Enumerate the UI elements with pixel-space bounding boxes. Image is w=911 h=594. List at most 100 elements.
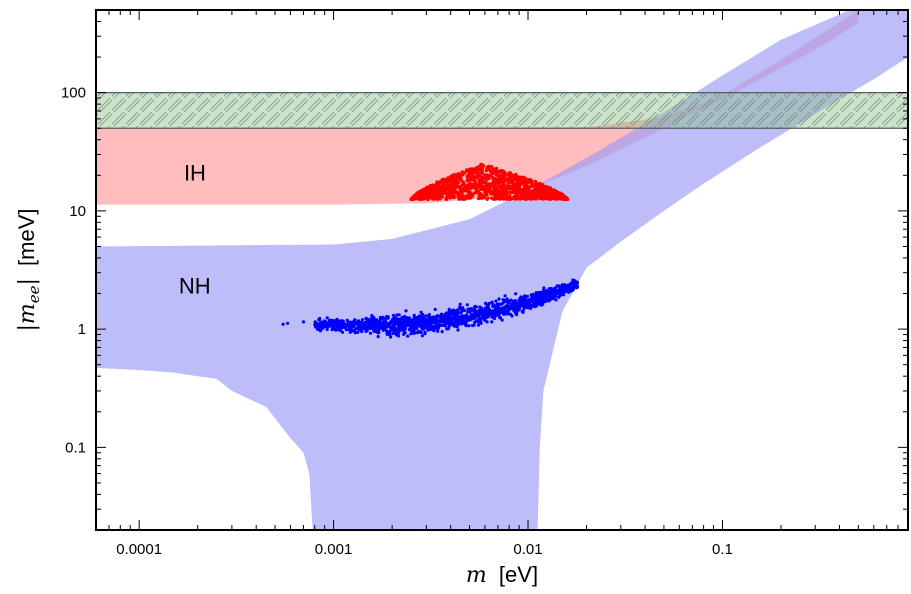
data-point [489,173,493,177]
data-point [520,179,524,183]
data-point [422,324,426,328]
data-point [361,323,365,328]
data-point [449,174,453,178]
data-point [424,318,428,323]
data-point [552,287,556,291]
y-axis-subscript: ee [25,285,43,303]
data-point [535,183,539,187]
data-point [519,295,523,299]
data-point [442,189,446,193]
data-point [496,195,500,199]
frame-layer [95,9,909,531]
data-point [485,193,489,197]
data-point [369,322,373,326]
data-point [368,331,373,335]
data-point [356,330,360,334]
data-point [325,316,329,320]
data-point [434,315,439,319]
data-point [286,321,290,325]
data-point [484,177,489,182]
data-point [405,318,409,322]
data-point [501,298,505,302]
data-point [337,326,341,330]
data-point [415,323,419,327]
data-point [493,193,497,197]
data-point [437,196,441,200]
data-point [519,190,524,194]
data-point [480,180,484,185]
data-point [555,290,559,294]
data-point [492,170,496,174]
data-point [523,194,527,198]
data-point [498,197,502,201]
data-point [550,195,554,200]
data-point [476,165,480,169]
data-point [461,172,465,177]
data-point [474,305,479,309]
data-point [553,194,557,198]
data-point [485,320,489,324]
data-point [485,309,490,313]
data-point [528,195,533,199]
data-point [450,312,454,316]
data-point [448,316,452,320]
data-point [429,192,433,196]
data-point [447,192,451,196]
data-point [454,190,458,194]
data-point [389,320,393,324]
data-point [523,299,527,303]
data-point [510,196,514,200]
data-point [430,327,434,331]
data-point [382,327,387,331]
data-point [435,191,439,195]
data-point [516,175,520,179]
data-point [515,179,519,183]
data-point [538,292,542,296]
data-point [509,305,513,309]
data-point [466,196,471,200]
data-point [496,178,500,182]
data-point [525,181,529,185]
data-point [538,301,543,305]
data-point [470,176,474,180]
data-point [383,317,387,321]
data-point [468,192,472,196]
data-point [527,179,531,183]
data-point [476,170,480,174]
data-point [456,177,460,181]
data-point [301,320,306,324]
data-point [507,179,511,183]
data-point [479,184,483,188]
data-point [459,178,463,182]
data-point [497,306,501,310]
data-point [428,324,432,328]
data-point [531,183,535,187]
data-point [468,316,472,320]
data-point [467,324,471,328]
data-point [490,196,494,200]
data-point [561,287,565,291]
data-point [512,177,516,181]
data-point [443,191,447,195]
data-point [510,186,514,190]
data-point [428,185,432,189]
data-point [502,309,506,313]
data-point [470,323,475,328]
data-point [316,327,320,331]
data-point [396,321,400,325]
data-point [388,333,392,337]
y-axis-symbol: |m [15,303,40,331]
data-point [510,314,514,318]
data-point [428,317,432,321]
data-point [541,289,545,293]
data-point [499,302,503,306]
data-point [505,297,509,301]
data-point [400,325,404,329]
data-point [466,189,470,193]
data-point [523,189,527,193]
data-point [432,319,436,323]
data-point [483,318,487,322]
data-point [488,309,492,313]
data-point [393,326,397,330]
